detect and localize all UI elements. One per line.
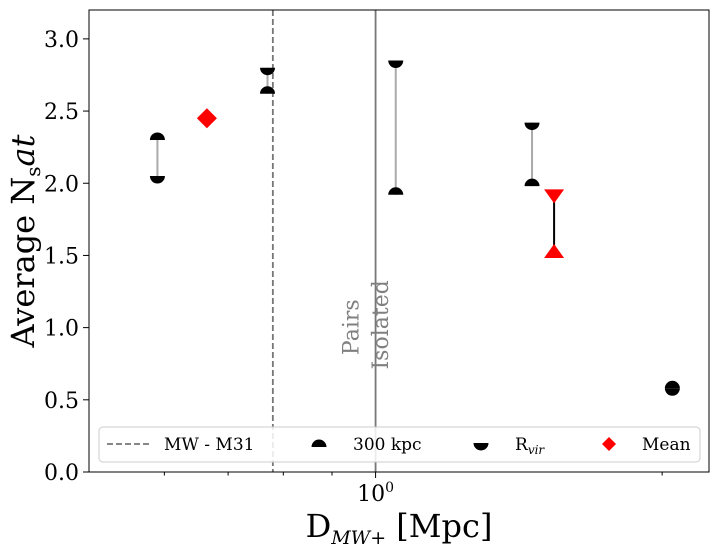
legend-rvir-swatch [473, 443, 489, 451]
y-axis-label: Average Nsat [4, 134, 45, 348]
legend-label-mean: Mean [642, 435, 691, 455]
y-tick-label-3: 1.5 [44, 244, 79, 269]
rvir-marker-3 [524, 122, 540, 131]
rvir-marker-4 [664, 388, 680, 396]
legend-label-rvir: Rvir [515, 435, 545, 457]
y-tick-label-1: 0.5 [44, 389, 79, 414]
rvir-marker-2 [388, 60, 404, 69]
y-tick-label-4: 2.0 [44, 172, 79, 197]
300kpc-marker-0 [149, 132, 165, 140]
plot-area [149, 10, 680, 472]
annotations: Pairs Isolated [340, 280, 394, 369]
legend-box [98, 426, 701, 463]
y-tick-label-5: 2.5 [44, 100, 79, 125]
300kpc-marker-3 [524, 178, 540, 187]
x-tick-label-0: 100 [357, 480, 394, 507]
legend-label-300kpc: 300 kpc [353, 435, 422, 455]
300kpc-marker-1 [260, 86, 276, 94]
y-tick-label-6: 3.0 [44, 28, 79, 53]
plot-frame [88, 9, 710, 473]
annotation-pairs: Pairs [340, 299, 365, 355]
legend-mean-swatch [602, 437, 616, 451]
x-axis: 100 [163, 472, 663, 507]
y-tick-label-2: 1.0 [44, 317, 79, 342]
legend-label-mw-m31: MW - M31 [164, 435, 254, 455]
y-tick-label-0: 0.0 [44, 461, 79, 486]
x-axis-label: DMW+ [Mpc] [306, 507, 493, 549]
red-range-top-triangle [544, 189, 565, 204]
legend-300kpc-swatch [311, 439, 327, 447]
300kpc-marker-2 [388, 187, 404, 195]
y-axis: 0.0 0.5 1.0 1.5 2.0 2.5 3.0 [44, 28, 89, 486]
mean-marker-0 [196, 108, 217, 129]
red-range-bottom-triangle [544, 243, 565, 258]
rvir-marker-0 [149, 176, 165, 184]
legend: MW - M31 300 kpc Rvir Mean [98, 426, 701, 463]
annotation-isolated: Isolated [369, 280, 394, 369]
300kpc-marker-4 [664, 380, 680, 389]
rvir-marker-1 [260, 67, 276, 76]
